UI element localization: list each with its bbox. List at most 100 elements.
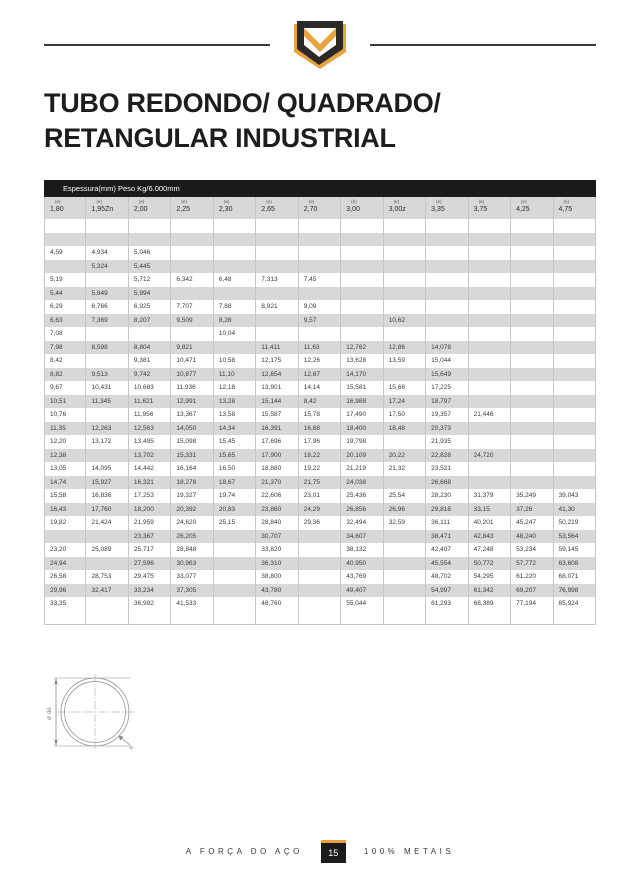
table-cell: 5,994 — [129, 286, 172, 300]
column-sub-label: (e) — [55, 199, 61, 204]
table-cell: 43,780 — [256, 583, 299, 597]
table-cell: 12,762 — [341, 340, 384, 354]
table-cell: 4,934 — [86, 246, 129, 260]
table-cell — [214, 340, 257, 354]
table-row: 24,94 27,596 30,963 36,310 40,950 45,554 50,77… — [44, 556, 596, 570]
table-cell: 37,26 — [511, 502, 554, 516]
table-cell: 33,35 — [44, 597, 87, 611]
table-cell: 21,32 — [384, 462, 427, 476]
table-row: 6,63 7,369 8,207 9,509 8,28 9,57 10,62 — [44, 313, 596, 327]
table-cell — [384, 300, 427, 314]
table-cell: 33,15 — [469, 502, 512, 516]
column-header: (e) 3,00 — [341, 197, 384, 219]
table-cell — [44, 259, 87, 273]
table-cell — [171, 246, 214, 260]
table-cell — [299, 529, 342, 543]
table-cell: 85,924 — [554, 597, 596, 611]
table-cell — [214, 556, 257, 570]
table-cell: 31,379 — [469, 489, 512, 503]
table-cell — [299, 597, 342, 611]
table-cell: 14,74 — [44, 475, 87, 489]
table-cell: 68,071 — [554, 570, 596, 584]
column-header-value: 4,75 — [558, 206, 573, 213]
table-cell — [44, 219, 87, 233]
table-row: 33,35 36,992 41,533 48,760 55,044 61,293 68,38… — [44, 597, 596, 611]
table-cell — [511, 219, 554, 233]
table-cell: 12,18 — [214, 381, 257, 395]
table-cell — [384, 556, 427, 570]
table-cell — [299, 232, 342, 246]
table-cell: 25,089 — [86, 543, 129, 557]
table-cell — [299, 246, 342, 260]
table-cell — [554, 313, 596, 327]
table-cell — [86, 232, 129, 246]
table-cell — [426, 286, 469, 300]
table-cell: 12,26 — [299, 354, 342, 368]
table-cell — [256, 610, 299, 624]
column-sub-label: (e) — [266, 199, 272, 204]
table-cell — [554, 610, 596, 624]
table-cell: 7,313 — [256, 273, 299, 287]
table-cell — [554, 367, 596, 381]
table-cell: 14,078 — [426, 340, 469, 354]
table-cell — [469, 475, 512, 489]
table-cell: 11,411 — [256, 340, 299, 354]
table-cell: 19,357 — [426, 408, 469, 422]
table-cell — [214, 259, 257, 273]
table-cell: 18,22 — [299, 448, 342, 462]
column-header: (e) 4,75 — [554, 197, 596, 219]
table-cell — [171, 259, 214, 273]
table-cell: 13,367 — [171, 408, 214, 422]
table-cell: 11,63 — [299, 340, 342, 354]
table-cell — [341, 610, 384, 624]
table-cell: 17,24 — [384, 394, 427, 408]
table-cell: 23,521 — [426, 462, 469, 476]
table-cell: 19,798 — [341, 435, 384, 449]
table-cell: 15,927 — [86, 475, 129, 489]
table-cell — [214, 232, 257, 246]
table-cell: 63,608 — [554, 556, 596, 570]
table-cell: 50,772 — [469, 556, 512, 570]
brand-shield-logo-icon — [287, 17, 353, 75]
table-cell: 8,598 — [86, 340, 129, 354]
diameter-dim-label: ø de — [46, 707, 53, 720]
table-cell: 8,804 — [129, 340, 172, 354]
table-cell — [86, 448, 129, 462]
table-row: 4,59 4,934 5,046 — [44, 246, 596, 260]
table-cell: 20,109 — [341, 448, 384, 462]
table-cell: 7,707 — [171, 300, 214, 314]
table-cell: 42,843 — [469, 529, 512, 543]
table-cell — [554, 273, 596, 287]
table-cell: 20,373 — [426, 421, 469, 435]
table-cell: 29,475 — [129, 570, 172, 584]
table-cell — [511, 435, 554, 449]
table-cell — [384, 286, 427, 300]
table-cell: 48,760 — [256, 597, 299, 611]
table-cell: 9,821 — [171, 340, 214, 354]
table-row: 7,98 8,598 8,804 9,821 11,411 11,63 12,762 12,8… — [44, 340, 596, 354]
table-cell — [256, 232, 299, 246]
table-cell: 18,400 — [341, 421, 384, 435]
table-cell: 9,509 — [171, 313, 214, 327]
table-cell: 17,760 — [86, 502, 129, 516]
table-cell: 76,998 — [554, 583, 596, 597]
table-cell: 17,900 — [256, 448, 299, 462]
tube-outer-circle — [60, 677, 130, 747]
table-cell — [554, 327, 596, 341]
table-cell: 55,044 — [341, 597, 384, 611]
column-header: (e) 2,00 — [129, 197, 172, 219]
table-cell: 41,30 — [554, 502, 596, 516]
table-cell — [426, 219, 469, 233]
table-cell — [299, 556, 342, 570]
column-sub-label: (e) — [96, 199, 102, 204]
table-cell: 13,59 — [384, 354, 427, 368]
table-cell: 10,62 — [384, 313, 427, 327]
table-cell: 8,921 — [256, 300, 299, 314]
table-cell: 28,840 — [256, 516, 299, 530]
column-header: (e) 2,70 — [299, 197, 342, 219]
table-cell — [554, 300, 596, 314]
table-cell: 18,880 — [256, 462, 299, 476]
table-cell — [86, 327, 129, 341]
table-cell: 12,86 — [384, 340, 427, 354]
column-header-value: 1,95Zn — [91, 206, 114, 213]
